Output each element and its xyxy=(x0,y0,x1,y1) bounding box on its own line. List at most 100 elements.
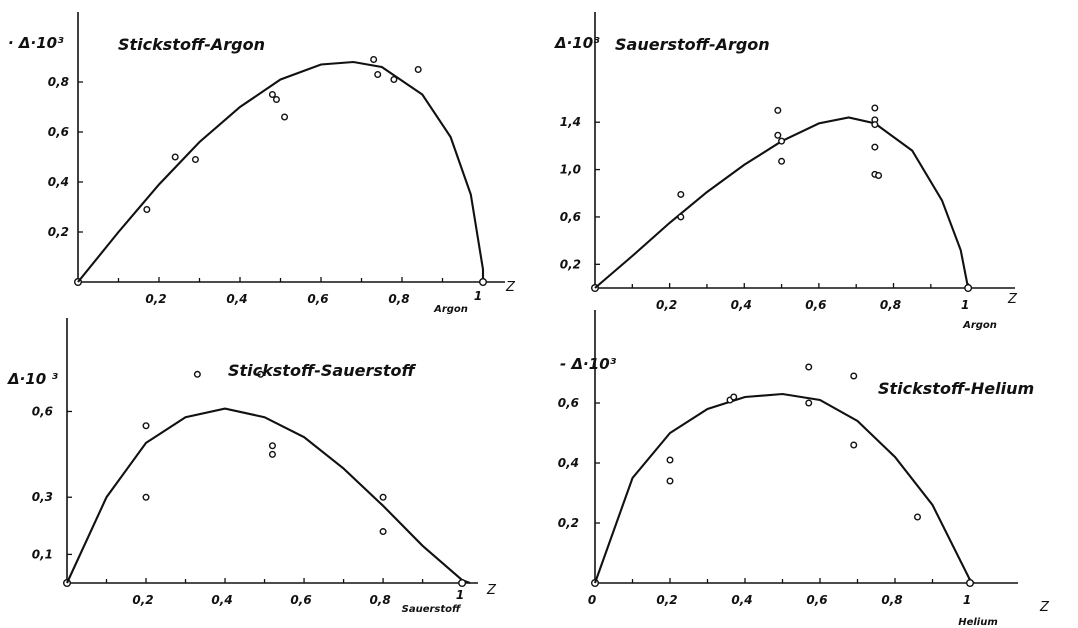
x-variable-label: Z xyxy=(486,583,497,598)
data-point xyxy=(677,213,685,221)
y-tick-label: 0,2 xyxy=(558,516,579,530)
data-point xyxy=(268,450,276,458)
x-tick-label: 0,6 xyxy=(805,298,826,312)
x-tick-label: 0,4 xyxy=(226,292,247,306)
y-tick-label: 1,4 xyxy=(560,115,581,129)
fit-curve xyxy=(594,116,970,289)
panel-title: Stickstoff-Helium xyxy=(878,379,1034,398)
data-point xyxy=(805,399,813,407)
data-point xyxy=(171,153,179,161)
x-tick-label: 1 xyxy=(961,298,969,312)
y-tick-label: 0,2 xyxy=(48,225,69,239)
data-point xyxy=(730,393,738,401)
y-axis-label: - Δ·10³ xyxy=(560,355,617,373)
data-point xyxy=(805,363,813,371)
data-point xyxy=(677,190,685,198)
x-tick-label: 0,4 xyxy=(731,298,752,312)
y-tick-label: 0,6 xyxy=(560,210,581,224)
data-point xyxy=(268,442,276,450)
data-point xyxy=(778,137,786,145)
x-axis-label: Argon xyxy=(962,320,997,331)
data-point xyxy=(370,56,378,64)
data-point xyxy=(666,456,674,464)
x-tick-label: 0,2 xyxy=(145,292,166,306)
y-tick-label: 0,4 xyxy=(558,456,579,470)
data-point xyxy=(850,372,858,380)
panel-title: Stickstoff-Argon xyxy=(118,35,265,54)
panel-3: 0,2 0,4 0,6 0,8 0,1 0,3 0,6 1 Z Sauerstoff Δ·10 ³ S… xyxy=(7,318,497,615)
data-point xyxy=(379,493,387,501)
panel-1: 0,2 0,4 0,6 0,8 0,2 0,4 0,6 0,8 1 Z Argon · Δ·10³ St… xyxy=(8,12,516,315)
x-variable-label: Z xyxy=(1007,292,1018,307)
y-tick-label: 0,1 xyxy=(32,547,53,561)
data-point xyxy=(142,422,150,430)
fit-curve xyxy=(594,392,975,584)
y-tick-label: 0,8 xyxy=(48,75,69,89)
y-tick-label: 0,6 xyxy=(48,125,69,139)
fit-curve xyxy=(66,407,471,584)
data-point xyxy=(871,104,879,112)
x-axis-label: Argon xyxy=(433,304,468,315)
y-tick-label: 1,0 xyxy=(560,163,581,177)
x-tick-label: 0,6 xyxy=(290,593,311,607)
data-point xyxy=(191,155,199,163)
data-point xyxy=(374,70,382,78)
data-point xyxy=(281,113,289,121)
panel-4: 0 0,2 0,4 0,6 0,8 1 0,2 0,4 0,6 Z Helium - Δ·10³ Sti… xyxy=(558,310,1050,628)
data-point xyxy=(272,95,280,103)
y-tick-label: 0,2 xyxy=(560,257,581,271)
data-point xyxy=(871,121,879,129)
x-tick-label: 0,2 xyxy=(132,593,153,607)
endpoint-marker xyxy=(964,284,973,293)
data-point xyxy=(257,370,265,378)
panel-title: Sauerstoff-Argon xyxy=(615,35,770,54)
x-end-label: 1 xyxy=(474,289,482,303)
x-axis-label: Sauerstoff xyxy=(402,604,462,615)
x-tick-label: 0,8 xyxy=(881,593,902,607)
data-point xyxy=(871,143,879,151)
x-tick-label: 0,8 xyxy=(388,292,409,306)
y-tick-label: 0,6 xyxy=(32,404,53,418)
endpoint-marker xyxy=(966,579,975,588)
x-tick-label: 0,4 xyxy=(211,593,232,607)
x-variable-label: Z xyxy=(1039,600,1050,615)
y-tick-label: 0,3 xyxy=(32,490,53,504)
data-point xyxy=(268,90,276,98)
x-tick-label: 0,6 xyxy=(307,292,328,306)
x-tick-label: 0,4 xyxy=(731,593,752,607)
x-axis-label: Helium xyxy=(958,617,998,628)
y-tick-label: 0,6 xyxy=(558,396,579,410)
x-tick-label: 0,8 xyxy=(369,593,390,607)
x-variable-label: Z xyxy=(505,280,516,295)
y-axis-label: · Δ·10³ xyxy=(8,34,64,52)
data-point xyxy=(142,493,150,501)
data-point xyxy=(850,441,858,449)
data-point xyxy=(914,513,922,521)
data-point xyxy=(193,370,201,378)
data-point xyxy=(875,171,883,179)
x-end-label: 1 xyxy=(456,588,464,602)
data-point xyxy=(414,65,422,73)
data-point xyxy=(774,106,782,114)
data-point xyxy=(666,477,674,485)
panel-title: Stickstoff-Sauerstoff xyxy=(228,361,417,380)
y-axis-label: Δ·10 ³ xyxy=(7,370,58,388)
data-point xyxy=(390,75,398,83)
x-tick-label: 0,2 xyxy=(656,298,677,312)
x-tick-label: 0 xyxy=(588,593,596,607)
data-point xyxy=(143,205,151,213)
x-tick-label: 0,6 xyxy=(806,593,827,607)
data-point xyxy=(379,528,387,536)
endpoint-marker xyxy=(479,278,488,287)
x-tick-label: 0,8 xyxy=(880,298,901,312)
fit-curve xyxy=(77,60,485,283)
data-point xyxy=(778,157,786,165)
panel-2: 0,2 0,4 0,6 0,8 1 0,2 0,6 1,0 1,4 Z Argon Δ·10³ Saue… xyxy=(554,12,1018,331)
y-tick-label: 0,4 xyxy=(48,175,69,189)
endpoint-marker xyxy=(458,579,467,588)
data-point xyxy=(774,131,782,139)
y-axis-label: Δ·10³ xyxy=(554,34,600,52)
x-tick-label: 1 xyxy=(963,593,971,607)
x-tick-label: 0,2 xyxy=(656,593,677,607)
